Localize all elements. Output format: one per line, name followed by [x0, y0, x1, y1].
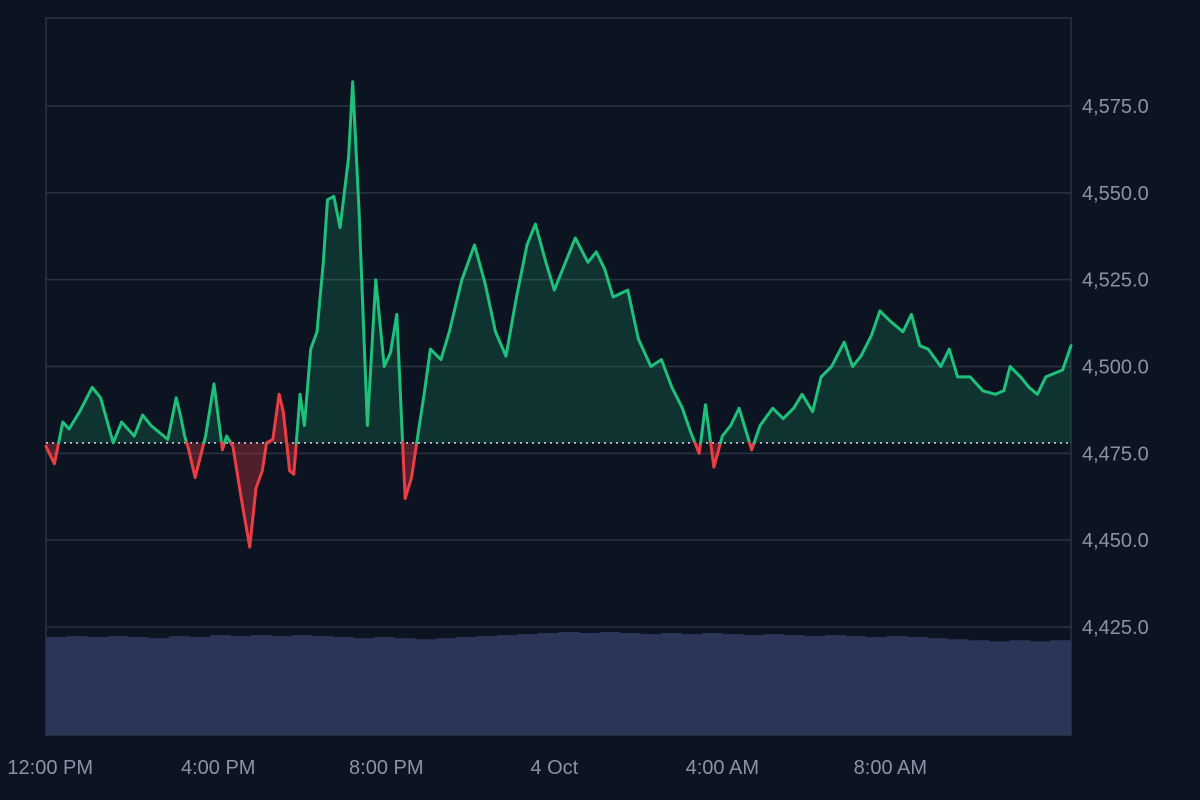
y-tick-label: 4,475.0	[1082, 443, 1149, 465]
volume-bar	[968, 640, 990, 735]
down-line	[185, 441, 206, 480]
volume-bar	[640, 634, 662, 735]
volume-bar	[804, 636, 826, 735]
volume-bar	[702, 633, 723, 735]
up-line	[699, 403, 713, 445]
down-area	[186, 442, 204, 478]
y-axis: 4,575.0 4,550.0 4,525.0 4,500.0 4,475.0 4,450…	[1082, 96, 1149, 639]
volume-bar	[579, 633, 600, 735]
volume-bar	[948, 639, 969, 735]
down-line	[44, 441, 61, 466]
volume-bar	[353, 638, 375, 735]
x-tick-label: 8:00 PM	[349, 757, 423, 779]
down-line	[285, 441, 298, 476]
volume-bar	[66, 636, 88, 735]
volume-bar	[456, 637, 477, 735]
x-tick-label: 12:00 PM	[7, 757, 93, 779]
down-line	[229, 392, 289, 549]
volume-bar	[866, 637, 887, 735]
volume-bar	[333, 637, 354, 735]
up-line	[223, 434, 233, 445]
up-line	[294, 80, 405, 445]
x-tick-label: 4 Oct	[530, 757, 578, 779]
down-line	[748, 441, 756, 452]
volume-bar	[128, 637, 149, 735]
volume-bars	[46, 632, 1072, 735]
volume-bar	[374, 637, 395, 735]
volume-bar	[538, 633, 559, 735]
x-tick-label: 4:00 PM	[181, 757, 255, 779]
price-lines	[44, 80, 1073, 549]
volume-bar	[681, 634, 703, 735]
volume-bar	[148, 638, 170, 735]
up-area	[296, 81, 403, 443]
y-tick-label: 4,525.0	[1082, 270, 1149, 292]
volume-bar	[620, 633, 641, 735]
volume-bar	[230, 636, 252, 735]
volume-bar	[886, 636, 908, 735]
volume-bar	[1050, 640, 1072, 735]
grid-lines	[46, 105, 1071, 628]
x-axis: 12:00 PM 4:00 PM 8:00 PM 4 Oct 4:00 AM 8:00 A…	[7, 757, 927, 779]
up-line	[415, 222, 697, 445]
up-area	[720, 408, 750, 443]
x-tick-label: 8:00 AM	[854, 757, 927, 779]
volume-bar	[497, 635, 518, 735]
up-area	[416, 224, 695, 443]
volume-bar	[825, 635, 846, 735]
volume-bar	[845, 636, 867, 735]
y-tick-label: 4,500.0	[1082, 357, 1149, 379]
up-line	[719, 406, 752, 445]
volume-bar	[169, 636, 190, 735]
volume-bar	[1030, 641, 1051, 735]
down-area	[230, 394, 287, 548]
down-line	[709, 441, 722, 469]
volume-bar	[1009, 640, 1031, 735]
volume-bar	[661, 633, 682, 735]
volume-bar	[989, 641, 1010, 735]
volume-bar	[743, 635, 764, 735]
volume-bar	[476, 636, 498, 735]
down-line	[220, 441, 226, 452]
volume-bar	[517, 634, 539, 735]
volume-bar	[927, 638, 949, 735]
volume-bar	[599, 632, 621, 735]
y-tick-label: 4,575.0	[1082, 96, 1149, 118]
volume-bar	[251, 635, 272, 735]
volume-bar	[107, 636, 129, 735]
down-line	[401, 441, 419, 500]
up-area	[754, 310, 1071, 443]
up-line	[202, 382, 224, 445]
up-line	[752, 309, 1073, 445]
volume-bar	[394, 638, 416, 735]
volume-bar	[435, 638, 457, 735]
volume-bar	[271, 636, 293, 735]
volume-bar	[189, 637, 211, 735]
volume-bar	[210, 635, 231, 735]
volume-bar	[763, 634, 785, 735]
volume-bar	[292, 635, 313, 735]
down-line	[693, 441, 703, 455]
volume-bar	[784, 635, 805, 735]
volume-bar	[722, 634, 744, 735]
volume-bar	[558, 632, 580, 735]
y-tick-label: 4,550.0	[1082, 183, 1149, 205]
y-tick-label: 4,450.0	[1082, 530, 1149, 552]
volume-bar	[907, 637, 928, 735]
volume-bar	[312, 636, 334, 735]
y-tick-label: 4,425.0	[1082, 617, 1149, 639]
x-tick-label: 4:00 AM	[686, 757, 759, 779]
price-areas	[46, 81, 1071, 548]
volume-bar	[46, 637, 67, 735]
volume-bar	[87, 637, 108, 735]
volume-bar	[415, 639, 436, 735]
up-line	[57, 385, 189, 445]
